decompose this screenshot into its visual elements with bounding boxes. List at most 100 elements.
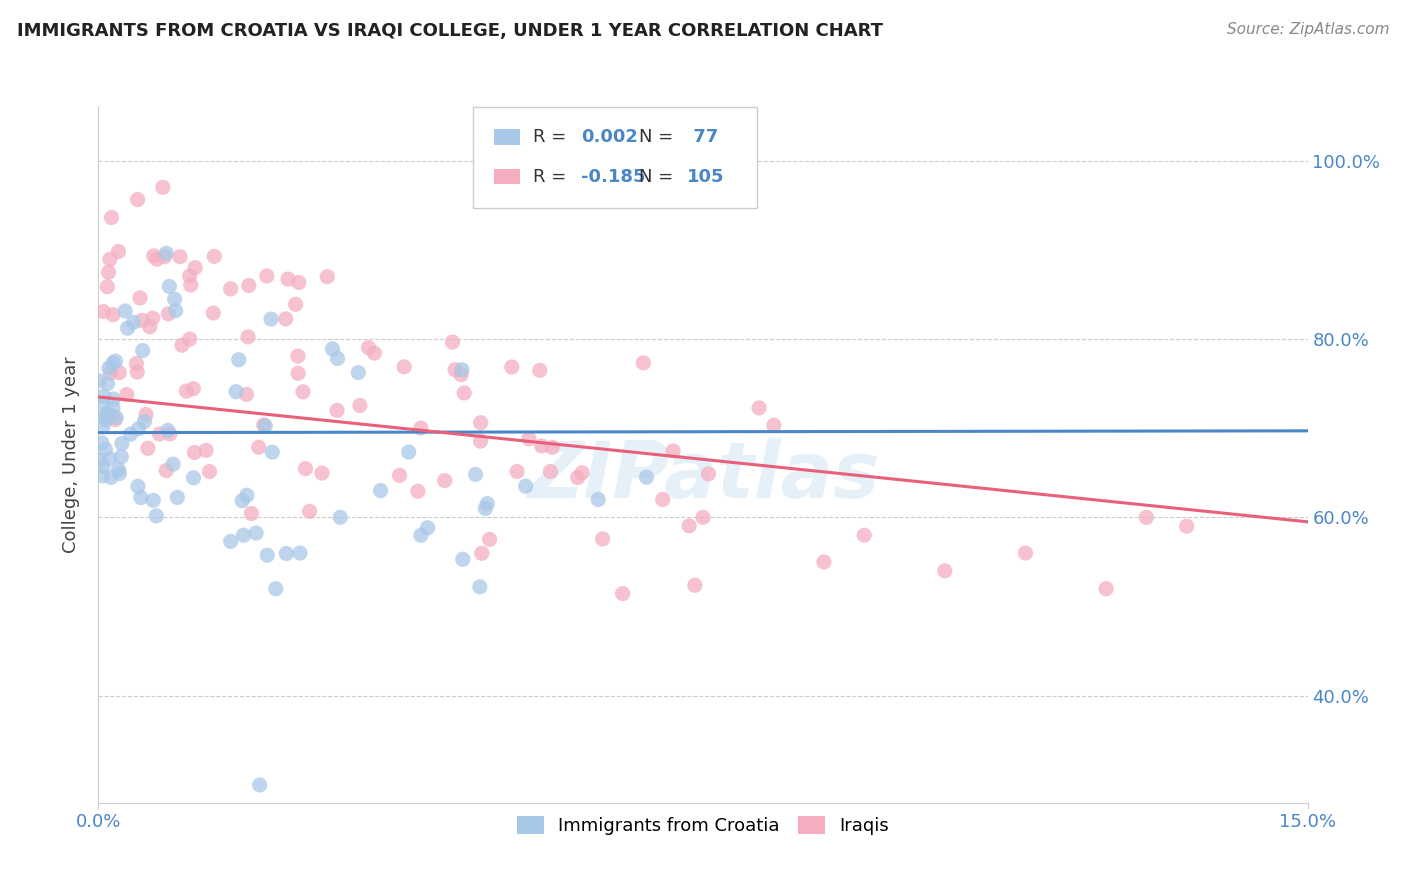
- Point: [316, 269, 339, 284]
- Point: [219, 534, 242, 549]
- Point: [228, 352, 250, 367]
- Point: [326, 351, 349, 366]
- Point: [89, 453, 111, 467]
- Point: [180, 277, 202, 292]
- Point: [98, 252, 121, 267]
- Point: [108, 366, 131, 380]
- Point: [470, 416, 492, 430]
- Point: [245, 526, 267, 541]
- Point: [101, 356, 124, 370]
- Point: [1135, 510, 1157, 524]
- Point: [91, 304, 114, 318]
- Point: [349, 399, 371, 413]
- Point: [122, 315, 145, 329]
- Point: [198, 465, 221, 479]
- Point: [298, 504, 321, 518]
- Point: [530, 439, 553, 453]
- Point: [238, 278, 260, 293]
- Point: [132, 343, 155, 358]
- Point: [357, 341, 380, 355]
- Text: R =: R =: [533, 168, 571, 186]
- Point: [142, 311, 165, 326]
- Point: [101, 308, 124, 322]
- Point: [100, 470, 122, 484]
- Point: [136, 442, 159, 456]
- Point: [444, 362, 467, 376]
- Point: [277, 272, 299, 286]
- Point: [115, 387, 138, 401]
- Point: [256, 268, 278, 283]
- Point: [571, 466, 593, 480]
- Point: [398, 445, 420, 459]
- Point: [288, 546, 311, 560]
- Point: [134, 414, 156, 428]
- Point: [506, 465, 529, 479]
- Point: [96, 280, 118, 294]
- Point: [409, 421, 432, 435]
- Point: [692, 510, 714, 524]
- Point: [97, 361, 120, 376]
- Point: [612, 587, 634, 601]
- Point: [416, 521, 439, 535]
- Point: [152, 180, 174, 194]
- Point: [406, 484, 429, 499]
- Point: [1175, 519, 1198, 533]
- Point: [311, 466, 333, 480]
- Point: [148, 427, 170, 442]
- Point: [156, 423, 179, 437]
- Point: [145, 508, 167, 523]
- Point: [153, 250, 176, 264]
- Point: [142, 249, 165, 263]
- Point: [94, 409, 117, 424]
- Point: [662, 444, 685, 458]
- Point: [567, 470, 589, 484]
- Point: [450, 368, 472, 382]
- Bar: [494, 169, 520, 185]
- Point: [157, 307, 180, 321]
- Point: [100, 366, 122, 380]
- Point: [264, 582, 287, 596]
- Point: [162, 457, 184, 471]
- Point: [176, 384, 198, 398]
- Point: [392, 359, 415, 374]
- Point: [231, 493, 253, 508]
- Point: [170, 338, 193, 352]
- Point: [142, 493, 165, 508]
- Point: [370, 483, 392, 498]
- Point: [127, 422, 149, 436]
- Text: N =: N =: [638, 128, 679, 146]
- Point: [235, 387, 257, 401]
- Point: [127, 479, 149, 493]
- Point: [183, 382, 205, 396]
- Point: [163, 292, 186, 306]
- Point: [236, 330, 259, 344]
- Point: [541, 441, 564, 455]
- Point: [104, 412, 127, 426]
- Text: R =: R =: [533, 128, 571, 146]
- Text: IMMIGRANTS FROM CROATIA VS IRAQI COLLEGE, UNDER 1 YEAR CORRELATION CHART: IMMIGRANTS FROM CROATIA VS IRAQI COLLEGE…: [17, 22, 883, 40]
- Point: [146, 252, 169, 266]
- Y-axis label: College, Under 1 year: College, Under 1 year: [62, 357, 80, 553]
- Point: [253, 417, 276, 432]
- Point: [94, 413, 117, 427]
- Point: [762, 418, 785, 433]
- Point: [232, 528, 254, 542]
- Point: [101, 409, 124, 424]
- Point: [586, 492, 609, 507]
- Point: [249, 778, 271, 792]
- Point: [127, 193, 149, 207]
- Point: [470, 434, 492, 449]
- Point: [260, 312, 283, 326]
- Point: [120, 427, 142, 442]
- Point: [538, 465, 561, 479]
- FancyBboxPatch shape: [474, 107, 758, 208]
- Point: [97, 265, 120, 279]
- Point: [131, 313, 153, 327]
- Point: [111, 436, 134, 450]
- Text: 0.002: 0.002: [581, 128, 638, 146]
- Point: [254, 418, 277, 433]
- Text: -0.185: -0.185: [581, 168, 645, 186]
- Bar: [494, 129, 520, 145]
- Point: [501, 359, 523, 374]
- Point: [468, 580, 491, 594]
